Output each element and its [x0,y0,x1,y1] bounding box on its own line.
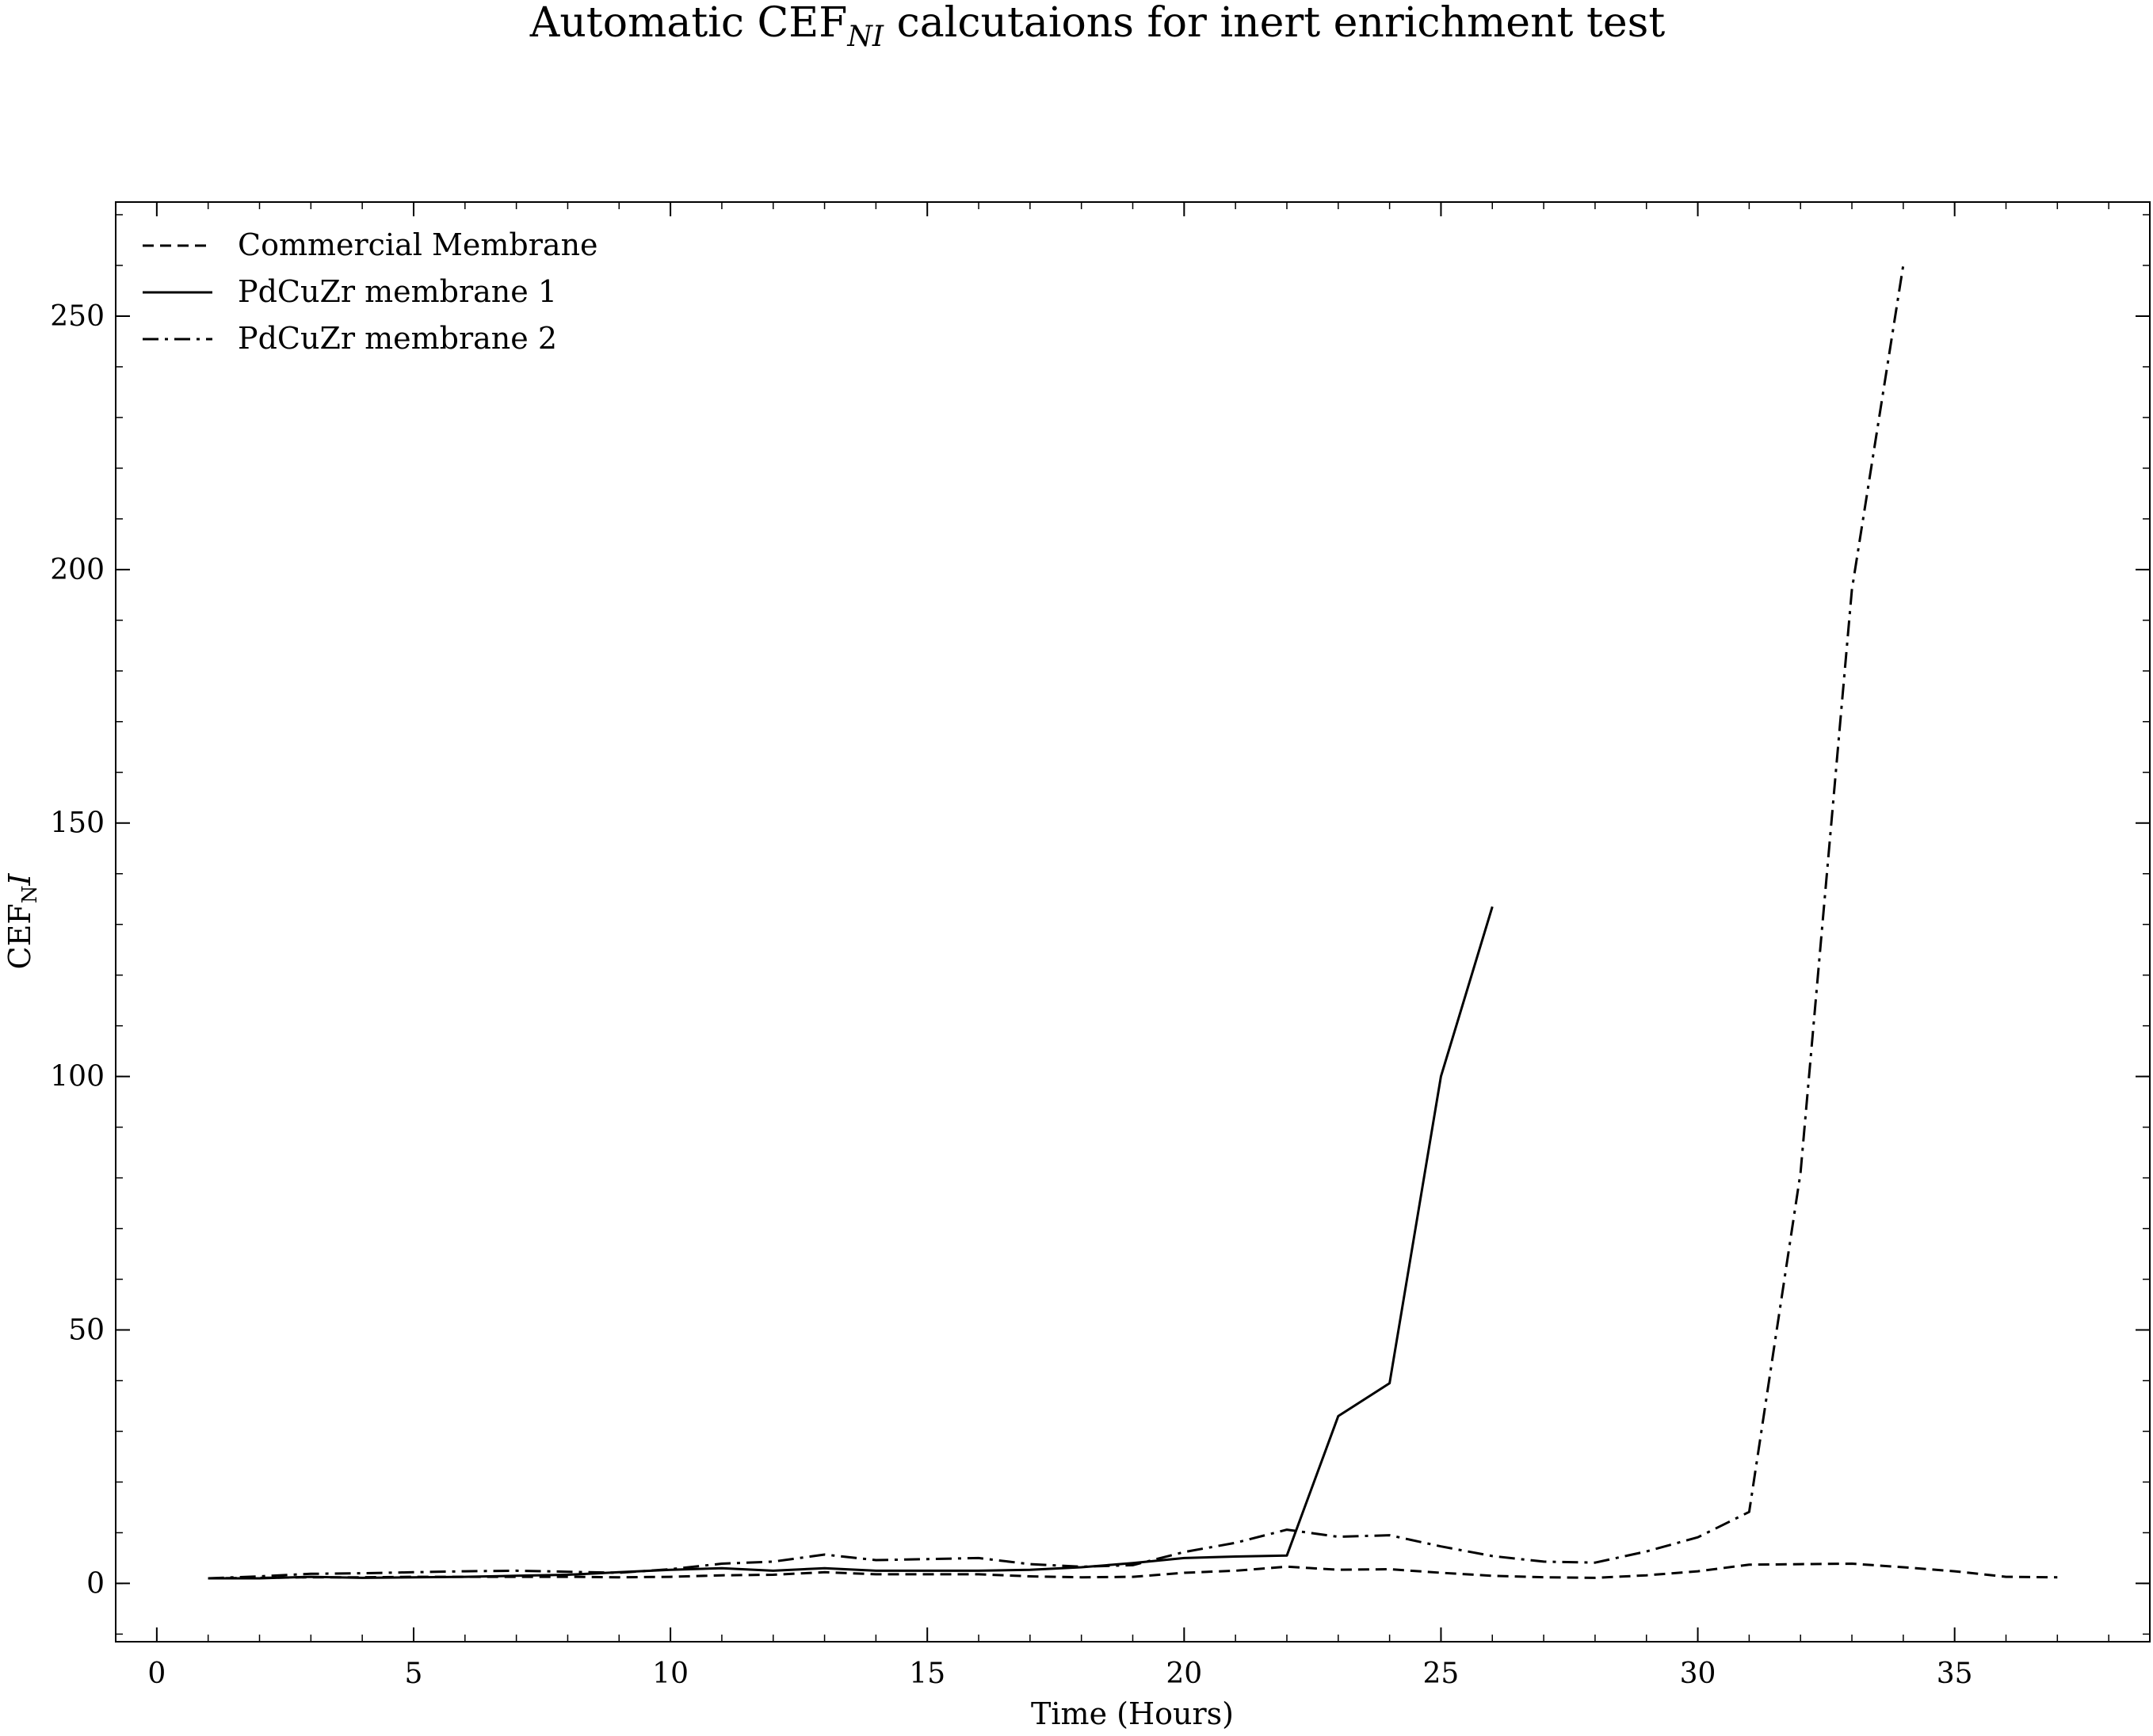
y-axis-label: CEFNI [2,873,42,970]
series-lines [208,265,2058,1580]
chart-title: Automatic CEFNI calcutaions for inert en… [529,0,1666,53]
x-tick-label: 10 [652,1658,689,1690]
y-tick-label: 150 [50,807,105,840]
axis-ticks [116,202,2150,1642]
x-axis-label: Time (Hours) [1031,1696,1234,1731]
plot-frame [115,201,2151,1643]
y-tick-labels: 0 50 100 150 200 250 [50,300,105,1600]
legend-label-3: PdCuZr membrane 2 [238,321,557,356]
series-line-2 [208,906,1494,1580]
x-tick-labels: 0 5 10 15 20 25 30 35 [147,1658,1972,1690]
chart-title-subscript: NI [846,21,884,53]
legend: Commercial Membrane PdCuZr membrane 1 PdCu… [143,227,598,356]
x-tick-label: 30 [1680,1658,1716,1690]
x-tick-label: 25 [1423,1658,1460,1690]
x-tick-label: 20 [1166,1658,1202,1690]
chart-title-rest: calcutaions for inert enrichment test [884,0,1665,47]
x-tick-label: 5 [405,1658,423,1690]
x-tick-label: 0 [147,1658,166,1690]
series-line-1 [208,1562,2058,1580]
chart-title-main: Automatic CEF [529,0,848,47]
legend-label-1: Commercial Membrane [238,227,598,262]
series-line-3 [208,265,1905,1580]
y-tick-label: 250 [50,300,105,333]
y-axis-label-rest: I [2,873,37,887]
y-axis-label-subscript: N [18,886,42,904]
y-tick-label: 50 [68,1314,105,1347]
y-tick-label: 100 [50,1061,105,1093]
y-axis-label-main: CEF [2,903,37,969]
x-tick-label: 35 [1937,1658,1973,1690]
y-tick-label: 200 [50,554,105,586]
x-tick-label: 15 [909,1658,945,1690]
y-tick-label: 0 [86,1567,105,1600]
legend-label-2: PdCuZr membrane 1 [238,274,557,309]
